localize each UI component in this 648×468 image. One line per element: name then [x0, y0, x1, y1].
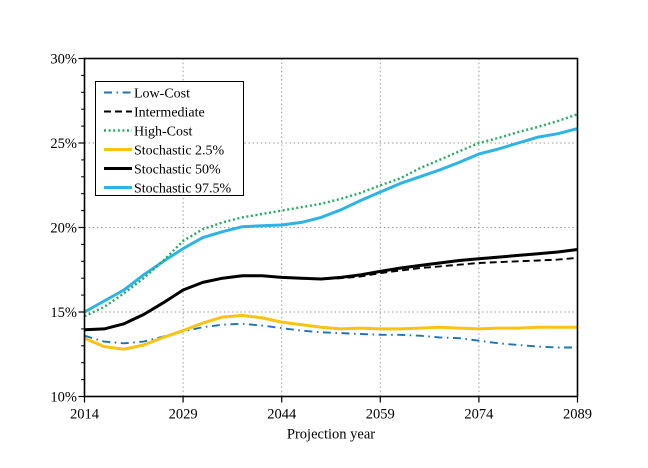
y-tick-label: 20%	[50, 221, 77, 237]
series-high-cost	[83, 113, 578, 318]
legend-label: Intermediate	[134, 105, 205, 120]
x-tick-label: 2029	[169, 407, 198, 423]
x-tick-label: 2089	[563, 407, 592, 423]
legend-label: Stochastic 50%	[134, 162, 221, 177]
series-stochastic-2-5-	[83, 313, 578, 351]
legend-box	[95, 81, 244, 196]
x-tick-label: 2074	[464, 407, 494, 423]
x-tick-label: 2014	[70, 407, 100, 423]
legend-label: Low-Cost	[134, 86, 190, 101]
x-tick-label: 2044	[267, 407, 297, 423]
x-tick-label: 2059	[366, 407, 395, 423]
legend-label: High-Cost	[134, 124, 192, 139]
x-axis-title: Projection year	[287, 427, 375, 443]
series-low-cost	[84, 322, 578, 349]
legend-label: Stochastic 2.5%	[134, 143, 225, 158]
series-stochastic-97-5-	[83, 127, 578, 314]
y-tick-label: 15%	[50, 305, 77, 321]
y-tick-label: 25%	[50, 136, 77, 152]
series-intermediate	[84, 256, 578, 331]
y-tick-label: 10%	[50, 390, 77, 406]
y-tick-label: 30%	[50, 52, 77, 68]
legend-label: Stochastic 97.5%	[134, 181, 232, 196]
